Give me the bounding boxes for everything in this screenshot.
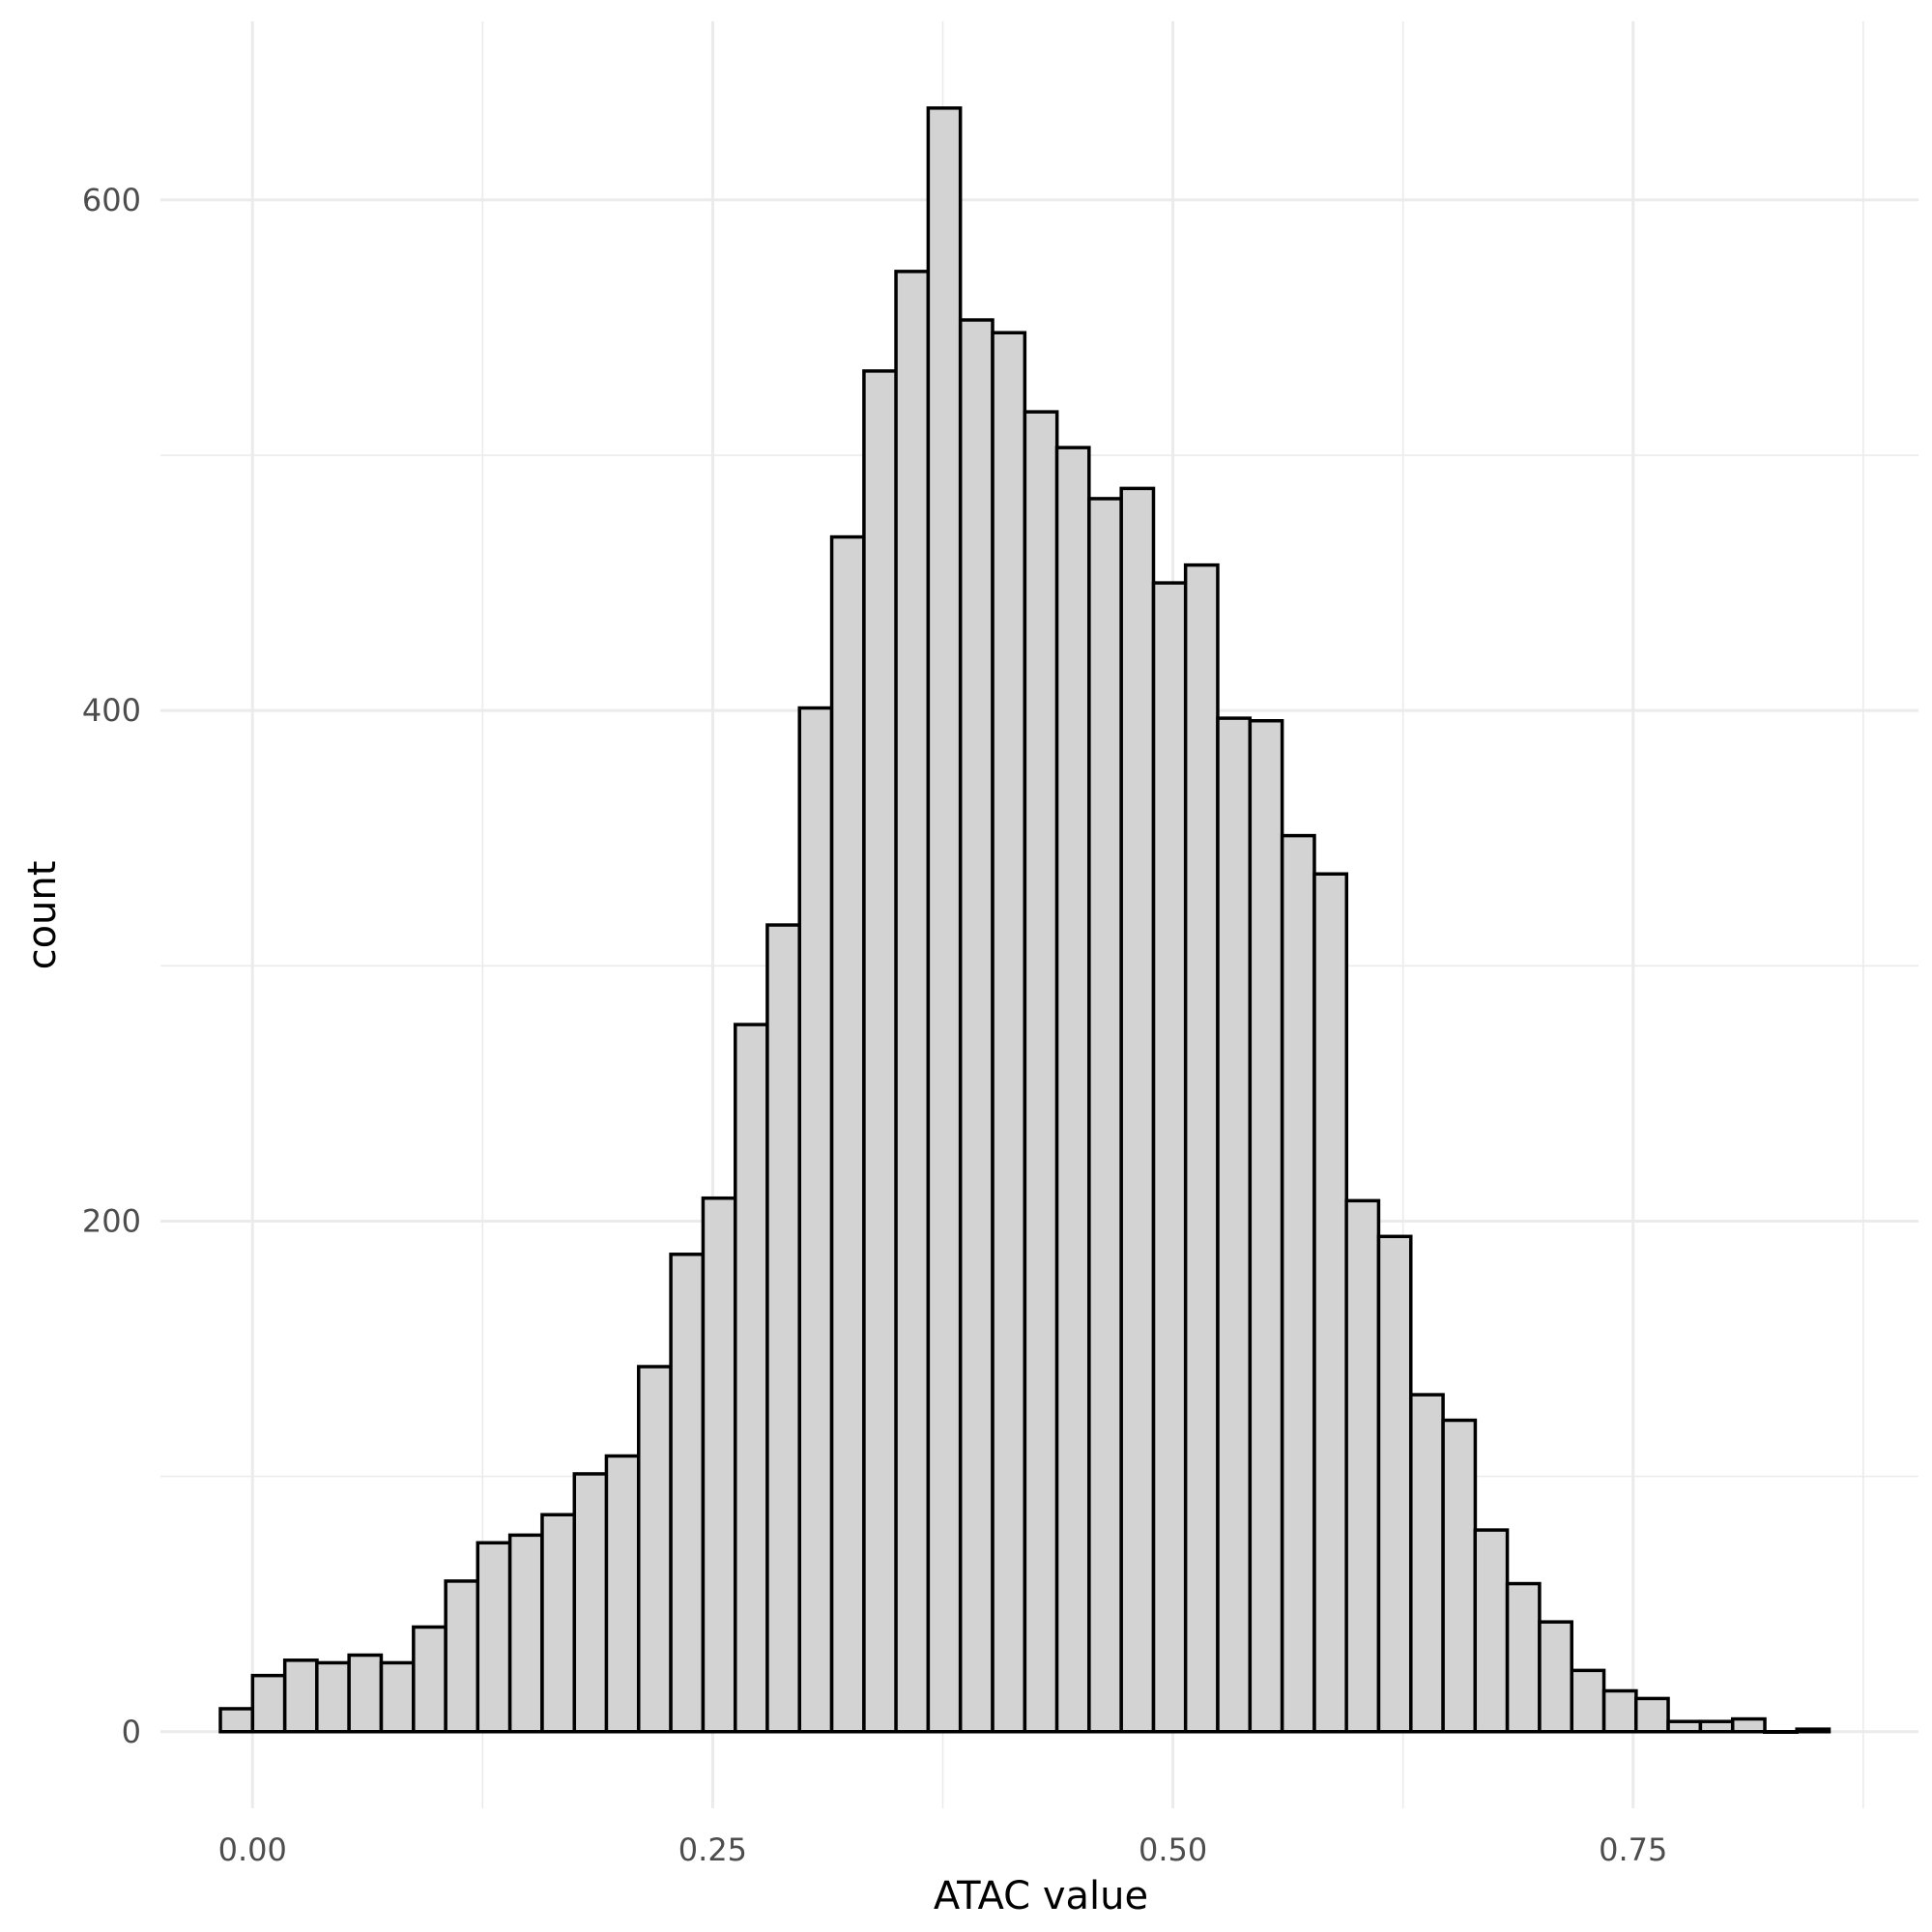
y-tick-label: 600 bbox=[82, 182, 141, 218]
histogram-bar bbox=[1666, 1719, 1703, 1734]
histogram-bar bbox=[894, 270, 931, 1734]
histogram-bar bbox=[1795, 1727, 1831, 1734]
histogram-bar bbox=[282, 1658, 319, 1734]
histogram-bar bbox=[1280, 833, 1316, 1734]
histogram-bar bbox=[1248, 719, 1284, 1734]
histogram-bar bbox=[218, 1707, 255, 1734]
histogram-bar bbox=[315, 1660, 351, 1734]
histogram-bar bbox=[1633, 1696, 1670, 1734]
histogram-bar bbox=[347, 1653, 384, 1734]
histogram-bar bbox=[1183, 562, 1220, 1734]
y-axis-title: count bbox=[20, 861, 65, 970]
y-tick-label: 400 bbox=[82, 692, 141, 729]
histogram-bar bbox=[1151, 581, 1188, 1734]
histogram-bar bbox=[1473, 1528, 1510, 1734]
histogram-bar bbox=[572, 1472, 609, 1734]
histogram-bar bbox=[862, 369, 898, 1734]
histogram-bar bbox=[1441, 1418, 1478, 1734]
histogram-bar bbox=[476, 1541, 512, 1734]
histogram-bar bbox=[1376, 1234, 1413, 1734]
histogram-bar bbox=[1730, 1716, 1767, 1734]
y-tick-label: 0 bbox=[122, 1714, 141, 1750]
histogram-bar bbox=[604, 1454, 641, 1734]
histogram-bar bbox=[1538, 1620, 1573, 1734]
histogram-bar bbox=[379, 1660, 416, 1734]
x-tick-label: 0.25 bbox=[678, 1831, 747, 1868]
histogram-bar bbox=[1054, 446, 1091, 1734]
y-tick-label: 200 bbox=[82, 1202, 141, 1239]
histogram-bar bbox=[1505, 1581, 1542, 1734]
histogram-bar bbox=[926, 106, 963, 1734]
histogram-bar bbox=[701, 1196, 737, 1734]
histogram-bar bbox=[1312, 872, 1349, 1734]
histogram-bar bbox=[412, 1625, 447, 1734]
histogram-bar bbox=[765, 923, 801, 1734]
histogram-bar bbox=[1119, 486, 1156, 1734]
histogram-bar bbox=[669, 1253, 706, 1734]
histogram-bar bbox=[1087, 497, 1123, 1734]
y-axis-tick-labels: 0 200 400 600 bbox=[82, 182, 141, 1750]
histogram-bar bbox=[1216, 716, 1253, 1734]
histogram-bar bbox=[797, 706, 834, 1734]
histogram-bar bbox=[1763, 1730, 1799, 1735]
histogram-bar bbox=[637, 1365, 673, 1734]
histogram-bar bbox=[734, 1023, 769, 1734]
x-tick-label: 0.50 bbox=[1139, 1831, 1207, 1868]
histogram-bar bbox=[1570, 1668, 1606, 1734]
histogram-bar bbox=[1344, 1198, 1381, 1734]
histogram-bar bbox=[1409, 1393, 1445, 1734]
histogram-bar bbox=[1601, 1688, 1638, 1734]
histogram-bar bbox=[1698, 1719, 1735, 1734]
histogram-bar bbox=[1023, 410, 1059, 1734]
x-tick-label: 0.75 bbox=[1599, 1831, 1667, 1868]
histogram-bars bbox=[218, 106, 1831, 1735]
x-axis-tick-labels: 0.00 0.25 0.50 0.75 bbox=[218, 1831, 1668, 1868]
histogram-bar bbox=[829, 534, 866, 1734]
x-tick-label: 0.00 bbox=[218, 1831, 287, 1868]
x-axis-title: ATAC value bbox=[934, 1874, 1148, 1918]
histogram-bar bbox=[540, 1513, 577, 1734]
histogram-bar bbox=[444, 1579, 480, 1734]
histogram-bar bbox=[991, 331, 1027, 1734]
histogram-bar bbox=[958, 318, 995, 1734]
histogram-bar bbox=[250, 1673, 287, 1734]
histogram-bar bbox=[507, 1533, 544, 1734]
